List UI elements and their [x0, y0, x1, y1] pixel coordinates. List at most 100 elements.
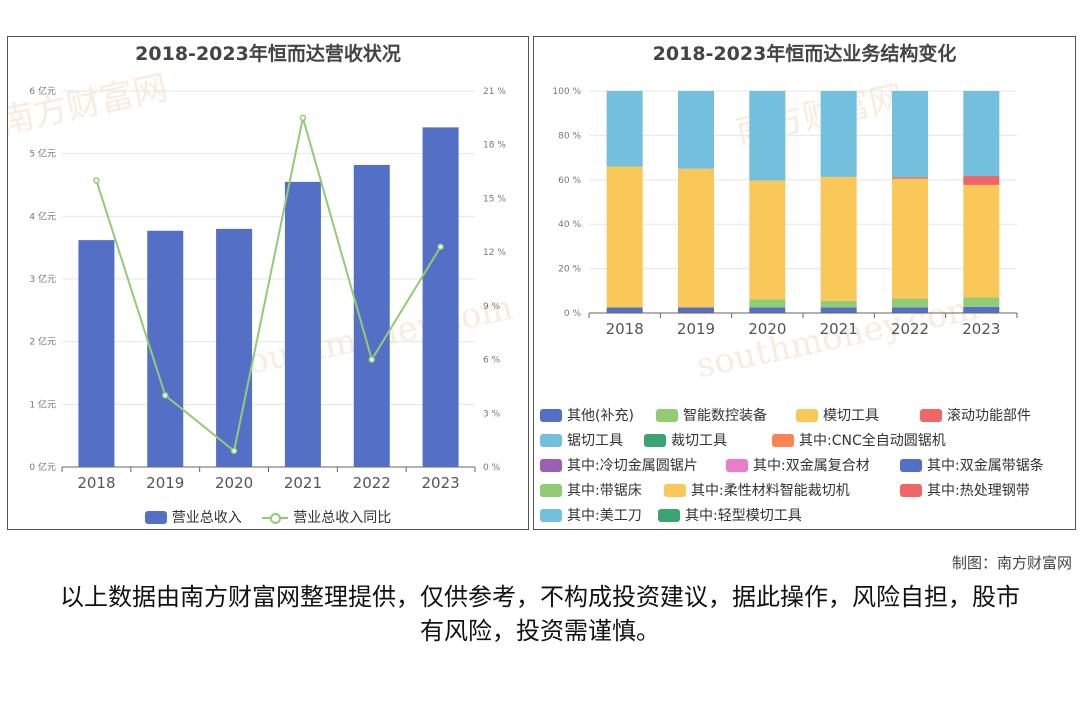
stacked-bar-segment	[749, 299, 786, 308]
bar-swatch-icon	[144, 510, 167, 524]
stacked-bar-segment	[892, 178, 928, 299]
business-structure-chart-title: 2018-2023年恒而达业务结构变化	[652, 43, 957, 65]
stacked-bar-segment	[606, 307, 643, 313]
x-tick-label: 2023	[421, 474, 459, 492]
disclaimer-text: 以上数据由南方财富网整理提供，仅供参考，不构成投资建议，据此操作，风险自担，股市…	[60, 583, 1020, 645]
y-left-tick-label: 4 亿元	[29, 210, 56, 222]
legend-item-revenue-yoy[interactable]: 营业总收入同比	[262, 507, 391, 527]
stacked-bar-segment	[606, 91, 643, 167]
line-swatch-icon	[262, 511, 289, 524]
legend-item[interactable]: 其中:带锯床	[540, 480, 642, 500]
legend-swatch-icon	[540, 458, 562, 472]
y-tick-label: 0 %	[564, 309, 582, 319]
legend-item-revenue[interactable]: 营业总收入	[144, 507, 242, 527]
legend-item[interactable]: 其中:冷切金属圆锯片	[540, 455, 698, 475]
y-tick-label: 100 %	[552, 87, 581, 97]
revenue-chart-panel: 南方财富网 southmoney.com 2018-2023年恒而达营收状况 0…	[7, 36, 529, 530]
legend-item[interactable]: 其中:双金属带锯条	[900, 455, 1044, 475]
stacked-bar-segment	[892, 307, 928, 313]
x-tick-label: 2019	[677, 320, 715, 338]
legend-swatch-icon	[540, 433, 562, 447]
legend-label: 智能数控装备	[683, 408, 767, 424]
y-left-tick-label: 1 亿元	[29, 398, 56, 410]
legend-swatch-icon	[658, 508, 680, 522]
revenue-bar	[78, 240, 115, 467]
stacked-bar-segment	[749, 180, 786, 300]
x-tick-label: 2022	[353, 474, 391, 492]
y-right-tick-label: 3 %	[483, 409, 501, 419]
legend-swatch-icon	[920, 408, 942, 422]
revenue-chart-svg: 0 亿元 1 亿元 2 亿元 3 亿元 4 亿元 5 亿元 6 亿元 0 % 3 % 6 % 9 %…	[29, 85, 506, 492]
revenue-yoy-line	[95, 117, 442, 453]
revenue-yoy-point	[299, 114, 307, 122]
stacked-bar-segment	[820, 91, 857, 177]
legend-item[interactable]: 模切工具	[796, 405, 879, 425]
legend-item[interactable]: 其中:CNC全自动圆锯机	[772, 430, 946, 450]
legend-swatch-icon	[540, 408, 562, 422]
legend-label: 其中:带锯床	[567, 483, 642, 499]
x-tick-label: 2020	[748, 320, 786, 338]
revenue-yoy-point	[162, 392, 169, 399]
legend-item[interactable]: 滚动功能部件	[920, 405, 1031, 425]
legend-label: 其中:CNC全自动圆锯机	[799, 433, 946, 449]
legend-swatch-icon	[726, 458, 748, 472]
legend-swatch-icon	[644, 433, 666, 447]
revenue-yoy-point	[368, 356, 375, 363]
y-right-tick-label: 9 %	[483, 302, 501, 312]
legend-label: 锯切工具	[567, 433, 623, 449]
x-tick-label: 2022	[891, 320, 929, 338]
y-right-tick-label: 15 %	[483, 194, 506, 204]
legend-item[interactable]: 智能数控装备	[656, 405, 767, 425]
legend-label: 其他(补充)	[567, 408, 634, 424]
x-tick-label: 2018	[606, 320, 644, 338]
revenue-bar	[422, 127, 459, 467]
revenue-yoy-point	[230, 447, 238, 455]
y-tick-label: 40 %	[558, 220, 581, 230]
stacked-bar-segment	[892, 298, 928, 308]
stacked-bar-segment	[749, 307, 786, 313]
y-right-tick-label: 12 %	[483, 248, 506, 258]
legend-label: 模切工具	[823, 408, 879, 424]
legend-item[interactable]: 其中:柔性材料智能裁切机	[664, 480, 850, 500]
legend-item[interactable]: 其中:轻型模切工具	[658, 505, 802, 525]
legend-item[interactable]: 锯切工具	[540, 430, 623, 450]
stacked-bar-segment	[820, 307, 857, 313]
legend-label: 其中:冷切金属圆锯片	[567, 458, 698, 474]
y-tick-label: 80 %	[558, 131, 581, 141]
stacked-bar-segment	[963, 91, 1000, 177]
revenue-yoy-point	[93, 177, 100, 184]
business-structure-chart-panel: 南方财富网 southmoney.com 2018-2023年恒而达业务结构变化…	[533, 36, 1076, 530]
stacked-bar-segment	[820, 300, 857, 308]
legend-swatch-icon	[656, 408, 678, 422]
stacked-bar-segment	[678, 307, 714, 313]
legend-item[interactable]: 其中:双金属复合材	[726, 455, 870, 475]
legend-swatch-icon	[772, 433, 794, 447]
legend-item[interactable]: 其中:美工刀	[540, 505, 642, 525]
y-left-tick-label: 0 亿元	[29, 461, 56, 473]
chart-credit: 制图：南方财富网	[951, 554, 1072, 572]
y-left-tick-label: 3 亿元	[29, 273, 56, 285]
revenue-bar	[147, 230, 184, 467]
y-right-tick-label: 21 %	[483, 87, 506, 97]
business-structure-chart-svg: 0 % 20 % 40 % 60 % 80 % 100 % 2018 2019 2020 2021…	[552, 87, 1018, 338]
legend-item[interactable]: 其他(补充)	[540, 405, 634, 425]
stacked-bar-segment	[678, 168, 714, 308]
stacked-bar-segment	[963, 297, 1000, 307]
stacked-bar-segment	[820, 176, 857, 301]
stacked-bar-segment	[963, 306, 1000, 313]
legend-item[interactable]: 其中:热处理钢带	[900, 480, 1030, 500]
stacked-bar-segment	[892, 177, 928, 179]
legend-label: 裁切工具	[671, 433, 727, 449]
legend-label: 其中:柔性材料智能裁切机	[691, 483, 850, 499]
stacked-bar-segment	[749, 91, 786, 181]
x-tick-label: 2019	[146, 474, 184, 492]
legend-swatch-icon	[900, 483, 922, 497]
y-left-tick-label: 5 亿元	[29, 148, 56, 160]
legend-item[interactable]: 裁切工具	[644, 430, 727, 450]
y-right-tick-label: 0 %	[483, 463, 501, 473]
legend-swatch-icon	[664, 483, 686, 497]
y-tick-label: 60 %	[558, 176, 581, 186]
revenue-bar	[284, 181, 321, 467]
legend-swatch-icon	[796, 408, 818, 422]
stacked-bar-segment	[678, 91, 714, 169]
